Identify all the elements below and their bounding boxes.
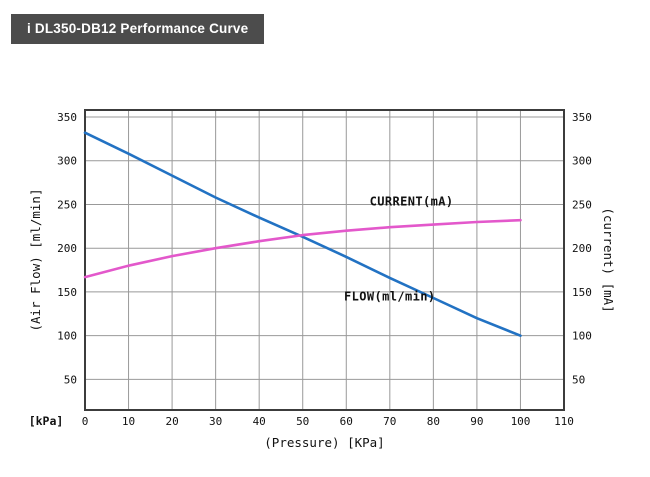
x-tick-label: 70 (383, 415, 396, 428)
left-axis-title: (Air Flow) [ml/min] (28, 189, 43, 332)
x-tick-label: 30 (209, 415, 222, 428)
title-banner: i DL350-DB12 Performance Curve (11, 14, 265, 44)
x-tick-label: 40 (253, 415, 266, 428)
y-tick-label-right: 250 (572, 199, 592, 212)
y-tick-label-right: 100 (572, 330, 592, 343)
y-tick-label-right: 50 (572, 373, 585, 386)
y-tick-label-left: 50 (64, 373, 77, 386)
y-tick-label-left: 100 (57, 330, 77, 343)
y-tick-label-left: 150 (57, 286, 77, 299)
page-title: i DL350-DB12 Performance Curve (27, 21, 249, 36)
plot-border (84, 109, 565, 411)
y-tick-label-left: 200 (57, 242, 77, 255)
current-line (83, 218, 522, 279)
flow-line (83, 131, 522, 338)
x-tick-label: 60 (340, 415, 353, 428)
y-tick-label-left: 250 (57, 199, 77, 212)
x-tick-label: 50 (296, 415, 309, 428)
x-tick-label: 10 (122, 415, 135, 428)
y-tick-label-right: 150 (572, 286, 592, 299)
x-tick-label: 100 (511, 415, 531, 428)
y-tick-label-right: 300 (572, 155, 592, 168)
x-tick-label: 20 (165, 415, 178, 428)
y-tick-label-left: 350 (57, 111, 77, 124)
y-tick-label-right: 350 (572, 111, 592, 124)
x-tick-label: 80 (427, 415, 440, 428)
x-tick-label: 90 (470, 415, 483, 428)
x-axis-title: (Pressure) [KPa] (264, 435, 384, 450)
current-curve-label: CURRENT(mA) (370, 194, 454, 208)
kpa-corner-label: [kPa] (29, 414, 64, 428)
flow-curve-label: FLOW(ml/min) (344, 290, 436, 304)
x-tick-label: 0 (82, 415, 89, 428)
right-axis-title: (current) [mA] (601, 207, 616, 312)
y-tick-label-left: 300 (57, 155, 77, 168)
x-tick-label: 110 (554, 415, 574, 428)
y-tick-label-right: 200 (572, 242, 592, 255)
